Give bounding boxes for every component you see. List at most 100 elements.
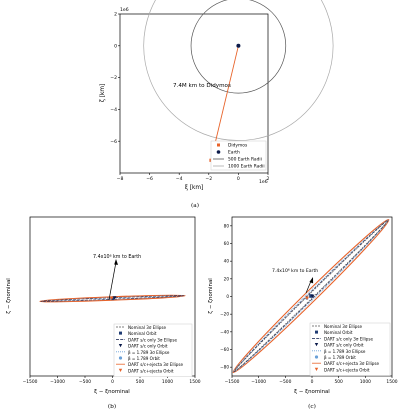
panel-c-legend-label: DART s/c only Orbit bbox=[324, 343, 364, 348]
panel-b-legend-swatch bbox=[118, 356, 123, 360]
panel-c-dart-ellipse bbox=[233, 220, 389, 372]
panel-a-ylabel: ζ [km] bbox=[100, 84, 106, 103]
panel-c-xtick-label: 1000 bbox=[360, 379, 371, 385]
panel-c-xlabel: ξ − ξnominal bbox=[294, 389, 330, 395]
panel-a-ytick-label: 0 bbox=[114, 43, 117, 49]
panel-c-ytick-label: 80 bbox=[224, 223, 230, 228]
panel-c-legend-swatch bbox=[315, 330, 318, 334]
panel-a-xtick-label: −2 bbox=[205, 176, 212, 182]
panel-a-frame bbox=[119, 13, 269, 174]
panel-c-beta-ellipse bbox=[233, 219, 389, 373]
panel-b: −1500 −1000 −500 0 500 1000 1500 7.4x10⁶ km to… bbox=[6, 216, 201, 410]
panel-b-dart-orbit-point bbox=[112, 296, 117, 300]
panel-b-xtick-label: −500 bbox=[79, 379, 91, 385]
panel-c-xtick-label: 0 bbox=[311, 379, 314, 385]
panel-c-legend-label: DART s/c+ejecta Orbit bbox=[324, 367, 370, 372]
panel-c-ytick-label: −40 bbox=[220, 329, 229, 334]
panel-b-xtick-label: −1500 bbox=[23, 379, 38, 385]
panel-c-legend-label: Nominal 3σ Ellipse bbox=[324, 324, 362, 329]
panel-a-legend: Didymos Earth 500 Earth Radii 1000 Earth… bbox=[210, 140, 267, 171]
panel-b-xtick-label: 0 bbox=[111, 379, 114, 385]
panel-b-xtick-label: 1000 bbox=[162, 379, 173, 385]
panel-c-legend-swatch bbox=[314, 367, 319, 371]
panel-a-ytick-label: −6 bbox=[110, 139, 117, 145]
panel-c-xtick-label: 500 bbox=[334, 379, 343, 385]
panel-c-legend-box bbox=[309, 322, 391, 376]
panel-c-xtick-label: 1500 bbox=[386, 379, 397, 385]
panel-b-caption: (b) bbox=[108, 403, 116, 410]
panel-b-ylabel: ζ − ζnominal bbox=[6, 278, 12, 314]
panel-b-xtick-label: −1000 bbox=[50, 379, 65, 385]
panel-c-legend-label: Nominal Orbit bbox=[324, 330, 353, 335]
legend-earth-label: Earth bbox=[228, 150, 240, 156]
legend-1000-radii-label: 1000 Earth Radii bbox=[228, 164, 265, 170]
panel-c-dart-orbit-point bbox=[310, 294, 315, 298]
circle-1000-earth-radii bbox=[143, 0, 334, 141]
panel-c-legend-label: β = 1.789 Orbit bbox=[324, 355, 356, 360]
panel-a-xtick-label: 0 bbox=[237, 176, 240, 182]
panel-a-x-offset: 1e6 bbox=[259, 179, 268, 185]
panel-c-xtick-label: −1000 bbox=[251, 379, 266, 385]
panel-b-legend-label: DART s/c only 3σ Ellipse bbox=[128, 337, 177, 342]
panel-a-xtick-label: −4 bbox=[176, 176, 183, 182]
panel-c-nominal-orbit-point bbox=[309, 294, 313, 298]
panel-a-legend-box bbox=[210, 140, 267, 171]
panel-a-xtick-label: 2 bbox=[267, 176, 270, 182]
panel-b-legend-label: DART s/c only Orbit bbox=[128, 344, 168, 349]
panel-c-legend-label: DART s/c only 3σ Ellipse bbox=[324, 336, 373, 341]
panel-b-legend-label: DART s/c+ejecta 3σ Ellipse bbox=[128, 362, 183, 367]
panel-a-xtick-label: −8 bbox=[117, 176, 124, 182]
panel-b-legend-swatch bbox=[119, 331, 122, 335]
panel-c-legend-label: β = 1.789 3σ Ellipse bbox=[324, 349, 366, 354]
circle-500-earth-radii bbox=[190, 0, 287, 94]
panel-c-ytick-label: 60 bbox=[224, 241, 230, 246]
panel-b-legend-swatch bbox=[118, 344, 123, 348]
panel-a-ytick-label: −4 bbox=[110, 107, 117, 113]
panel-b-xtick-label: 500 bbox=[136, 379, 145, 385]
legend-500-radii-label: 500 Earth Radii bbox=[228, 157, 262, 163]
panel-c-ytick-label: 20 bbox=[224, 276, 230, 281]
panel-b-xtick-label: 1500 bbox=[189, 379, 200, 385]
panel-a-caption: (a) bbox=[191, 202, 199, 209]
panel-c-xtick-label: −500 bbox=[279, 379, 291, 385]
panel-b-legend-label: DART s/c+ejecta Orbit bbox=[128, 368, 174, 373]
panel-a-xlabel: ξ [km] bbox=[185, 185, 204, 191]
panel-c-xtick-label: −1500 bbox=[225, 379, 240, 385]
panel-b-ejecta-orbit-point bbox=[109, 296, 114, 300]
panel-c-ytick-label: 40 bbox=[224, 259, 230, 264]
panel-b-arrowhead bbox=[114, 259, 118, 265]
panel-a-xtick-label: −6 bbox=[146, 176, 153, 182]
panel-c-ejecta-ellipse bbox=[232, 218, 390, 374]
panel-b-legend-box bbox=[113, 323, 193, 377]
panel-c-legend-swatch bbox=[314, 343, 319, 347]
panel-b-earth-arrow bbox=[108, 261, 117, 301]
panel-c-ytick-label: 0 bbox=[226, 294, 229, 299]
legend-earth-swatch bbox=[216, 150, 221, 154]
panel-a: −8 −6 −4 −2 0 2 −6 −4 −2 0 2 7.4M km to Didymos 1e… bbox=[100, 0, 334, 209]
panel-a-y-offset: 1e6 bbox=[120, 7, 129, 13]
panel-c-ytick-label: −20 bbox=[220, 312, 229, 317]
legend-didymos-swatch bbox=[217, 143, 220, 147]
panel-c-arrowhead bbox=[309, 277, 314, 284]
panel-c-ytick-label: −60 bbox=[220, 347, 229, 352]
panel-c-earth-arrow bbox=[305, 280, 312, 294]
panel-c-ylabel: ζ − ζnominal bbox=[208, 278, 214, 314]
panel-c-ytick-label: −80 bbox=[220, 365, 229, 370]
panel-a-ytick-label: −2 bbox=[110, 75, 117, 81]
panel-c: −1500 −1000 −500 0 500 1000 1500 −80 −60 −40 −20 0 2… bbox=[208, 216, 398, 410]
panel-b-legend-label: Nominal 3σ Ellipse bbox=[128, 325, 166, 330]
panel-a-annotation: 7.4M km to Didymos bbox=[173, 83, 231, 89]
panel-b-legend-label: Nominal Orbit bbox=[128, 331, 157, 336]
panel-c-annotation: 7.4x10⁶ km to Earth bbox=[272, 268, 318, 274]
panel-c-legend-swatch bbox=[314, 355, 319, 359]
panel-c-caption: (c) bbox=[308, 403, 316, 410]
panel-b-legend-swatch bbox=[118, 368, 123, 372]
panel-b-annotation: 7.4x10⁶ km to Earth bbox=[93, 254, 141, 260]
earth-point bbox=[236, 43, 241, 48]
legend-didymos-label: Didymos bbox=[228, 143, 248, 149]
panel-a-ytick-label: 2 bbox=[114, 12, 117, 18]
panel-c-ejecta-orbit-point bbox=[305, 296, 309, 300]
